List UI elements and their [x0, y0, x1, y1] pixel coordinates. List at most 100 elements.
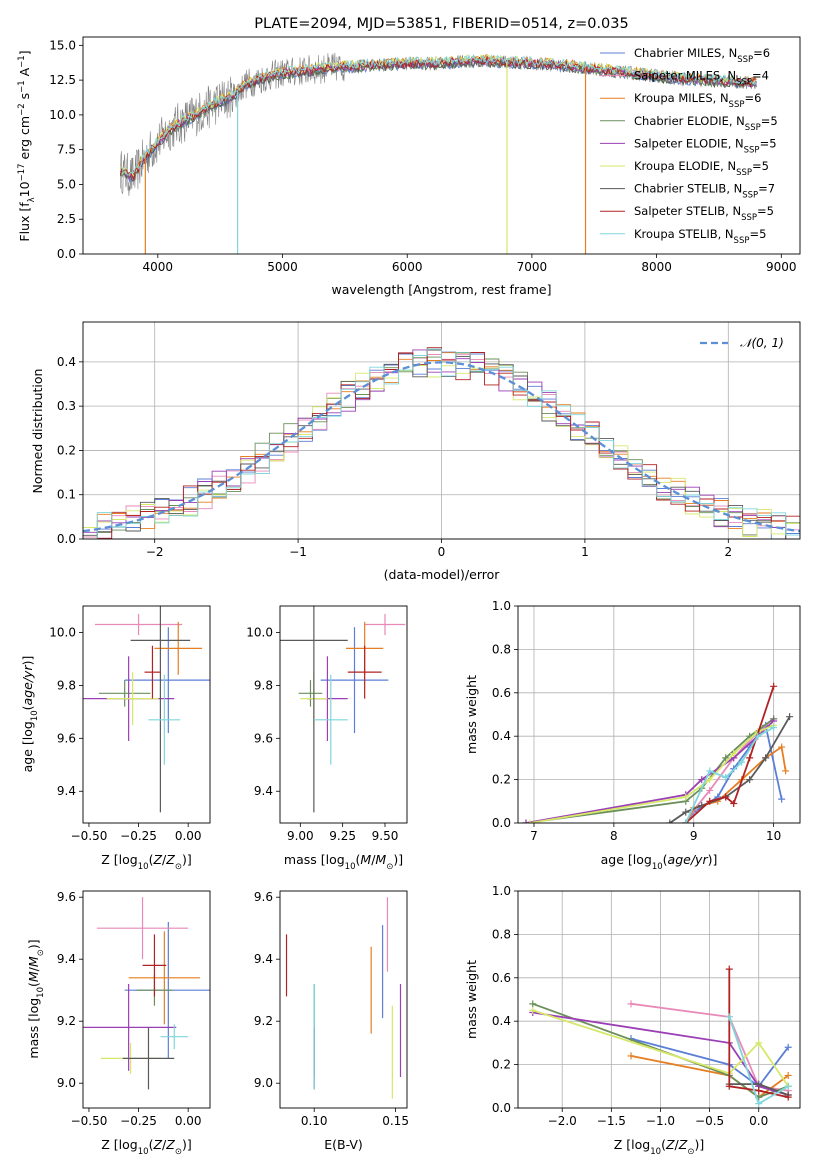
series-marker	[784, 1082, 792, 1090]
legend-label: Chabrier ELODIE, NSSP=5	[634, 114, 778, 133]
y-tick-label: 9.4	[254, 952, 273, 966]
series-marker	[755, 1087, 763, 1095]
series-marker	[706, 776, 714, 784]
x-tick-label: 7000	[517, 260, 548, 274]
series-marker	[682, 808, 690, 816]
series-marker	[746, 776, 754, 784]
y-tick-label: 9.6	[57, 890, 76, 904]
x-tick-label: 9.50	[372, 829, 399, 843]
y-tick-label: 0.4	[57, 355, 76, 369]
x-tick-label: 8000	[641, 260, 672, 274]
x-tick-label: −0.25	[120, 829, 157, 843]
y-tick-label: 9.4	[254, 784, 273, 798]
axes-frame	[82, 605, 211, 824]
x-axis-label: Z [log10(Z/Z⊙)]	[101, 852, 191, 872]
y-tick-label: 0.2	[492, 773, 511, 787]
series-marker	[782, 767, 790, 775]
series-marker	[522, 819, 530, 823]
series-marker	[627, 1052, 635, 1060]
legend-label: Kroupa ELODIE, NSSP=5	[634, 159, 769, 178]
x-tick-label: 6000	[392, 260, 423, 274]
chart-age-vs-mass: 9.00 9.25 9.50 9.4 9.6 9.8 10.0 mass [log10(M/M…	[246, 605, 408, 872]
series-line-1	[630, 1037, 789, 1088]
x-tick-label: −0.5	[695, 1114, 724, 1128]
y-axis-label: mass [log10(M/M⊙)]	[26, 939, 46, 1058]
series-marker	[746, 754, 754, 762]
x-tick-label: 0.0	[749, 1114, 768, 1128]
y-tick-label: 1.0	[492, 884, 511, 898]
series-line-2	[630, 1002, 789, 1092]
series-marker	[755, 1080, 763, 1088]
legend-label: Kroupa MILES, NSSP=6	[634, 91, 761, 110]
x-tick-label: 0.10	[301, 1114, 328, 1128]
series-marker	[778, 795, 786, 803]
series-marker	[722, 754, 730, 762]
y-tick-label: 0.8	[492, 642, 511, 656]
chart-spectrum: 4000 5000 6000 7000 8000 9000 0.0 2.5 5.0 7.5 10.0…	[17, 16, 801, 297]
series-marker	[784, 1043, 792, 1051]
legend-label: Chabrier STELIB, NSSP=7	[634, 182, 775, 201]
series-marker	[755, 1039, 763, 1047]
series-marker	[698, 776, 706, 784]
y-tick-label: 0.0	[492, 1101, 511, 1115]
x-axis-label: Z [log10(Z/Z⊙)]	[101, 1137, 191, 1157]
x-tick-label: 4000	[143, 260, 174, 274]
x-axis-label: wavelength [Angstrom, rest frame]	[331, 282, 551, 297]
y-tick-label: 1.0	[492, 599, 511, 613]
x-tick-label: 9000	[766, 260, 797, 274]
chart-mass-vs-ebv: 0.10 0.15 9.0 9.2 9.4 9.6 E(B-V)	[254, 890, 409, 1152]
series-marker	[762, 754, 770, 762]
x-tick-label: −1.5	[597, 1114, 626, 1128]
y-tick-label: 9.8	[254, 678, 273, 692]
x-tick-label: −1.0	[646, 1114, 675, 1128]
y-tick-label: 0.4	[492, 1014, 511, 1028]
x-tick-label: 10	[766, 829, 781, 843]
y-tick-label: 0.3	[57, 399, 76, 413]
series-line-9	[684, 726, 775, 823]
legend-label: Kroupa STELIB, NSSP=5	[634, 227, 766, 246]
legend-label: Salpeter MILES, NSSP=4	[634, 69, 769, 88]
x-tick-label: 2	[724, 545, 732, 559]
series-line-8	[728, 969, 789, 1099]
chart-residuals: −2 −1 0 1 2 0.0 0.1 0.2 0.3 0.4 (data-model)/error…	[30, 321, 801, 582]
series-marker	[770, 682, 778, 690]
series-marker	[725, 1013, 733, 1021]
series-marker	[627, 1000, 635, 1008]
axes-frame	[517, 605, 801, 824]
series-marker	[770, 724, 778, 732]
x-axis-label: age [log10(age/yr)]	[601, 852, 718, 872]
series-line-7	[669, 716, 791, 823]
series-marker	[754, 732, 762, 740]
series-marker	[682, 819, 690, 823]
legend-label: Salpeter ELODIE, NSSP=5	[634, 136, 777, 155]
y-tick-label: 0.0	[492, 816, 511, 830]
y-tick-label: 0.8	[492, 927, 511, 941]
chart-mass-vs-Z: −0.50 −0.25 0.00 9.0 9.2 9.4 9.6 Z [log10(Z/Z⊙)…	[26, 890, 211, 1157]
axes-frame	[517, 890, 801, 1109]
y-tick-label: 9.8	[57, 678, 76, 692]
series-line-4	[532, 1002, 789, 1099]
series-marker	[529, 1000, 537, 1008]
y-tick-label: 10.0	[246, 625, 273, 639]
legend-label: 𝒩(0, 1)	[740, 336, 784, 350]
series-marker	[706, 767, 714, 775]
y-tick-label: 0.2	[57, 443, 76, 457]
x-tick-label: 5000	[267, 260, 298, 274]
series-marker	[755, 1100, 763, 1108]
legend-label: Salpeter STELIB, NSSP=5	[634, 204, 774, 223]
y-tick-label: 0.0	[57, 247, 76, 261]
y-tick-label: 9.6	[57, 731, 76, 745]
y-tick-label: 9.6	[254, 890, 273, 904]
series-marker	[730, 750, 738, 758]
series-line-8	[685, 686, 775, 823]
series-marker	[784, 1093, 792, 1101]
y-tick-label: 9.0	[254, 1076, 273, 1090]
series-marker	[778, 743, 786, 751]
series-marker	[730, 799, 738, 807]
y-tick-label: 7.5	[57, 143, 76, 157]
x-tick-label: 1	[581, 545, 589, 559]
x-axis-label: E(B-V)	[324, 1137, 363, 1152]
y-tick-label: 9.4	[57, 784, 76, 798]
x-axis-label: Z [log10(Z/Z⊙)]	[614, 1137, 704, 1157]
